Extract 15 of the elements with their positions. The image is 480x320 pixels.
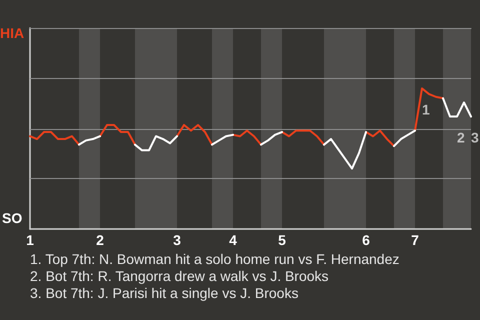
text: 2. Bot 7th: R. Tangorra drew a walk vs J. Brooks bbox=[30, 268, 329, 284]
x-tick-label: 7 bbox=[411, 232, 420, 248]
x-tick-label: 2 bbox=[96, 232, 104, 248]
text: 3. Bot 7th: J. Parisi hit a single vs J. Brooks bbox=[30, 285, 298, 301]
text: 1. Top 7th: N. Bowman hit a solo home run vs F. Hernandez bbox=[30, 251, 400, 267]
x-tick-label: 4 bbox=[229, 232, 238, 248]
text: SO bbox=[2, 210, 22, 226]
x-tick-label: 3 bbox=[173, 232, 182, 248]
annotation: 3 bbox=[471, 130, 479, 146]
annotation: 2 bbox=[457, 130, 465, 146]
x-tick-label: 1 bbox=[26, 232, 34, 248]
text: HIA bbox=[0, 25, 24, 41]
annotation: 1 bbox=[422, 101, 430, 118]
x-tick-label: 5 bbox=[278, 232, 286, 248]
x-tick-label: 6 bbox=[362, 232, 370, 248]
